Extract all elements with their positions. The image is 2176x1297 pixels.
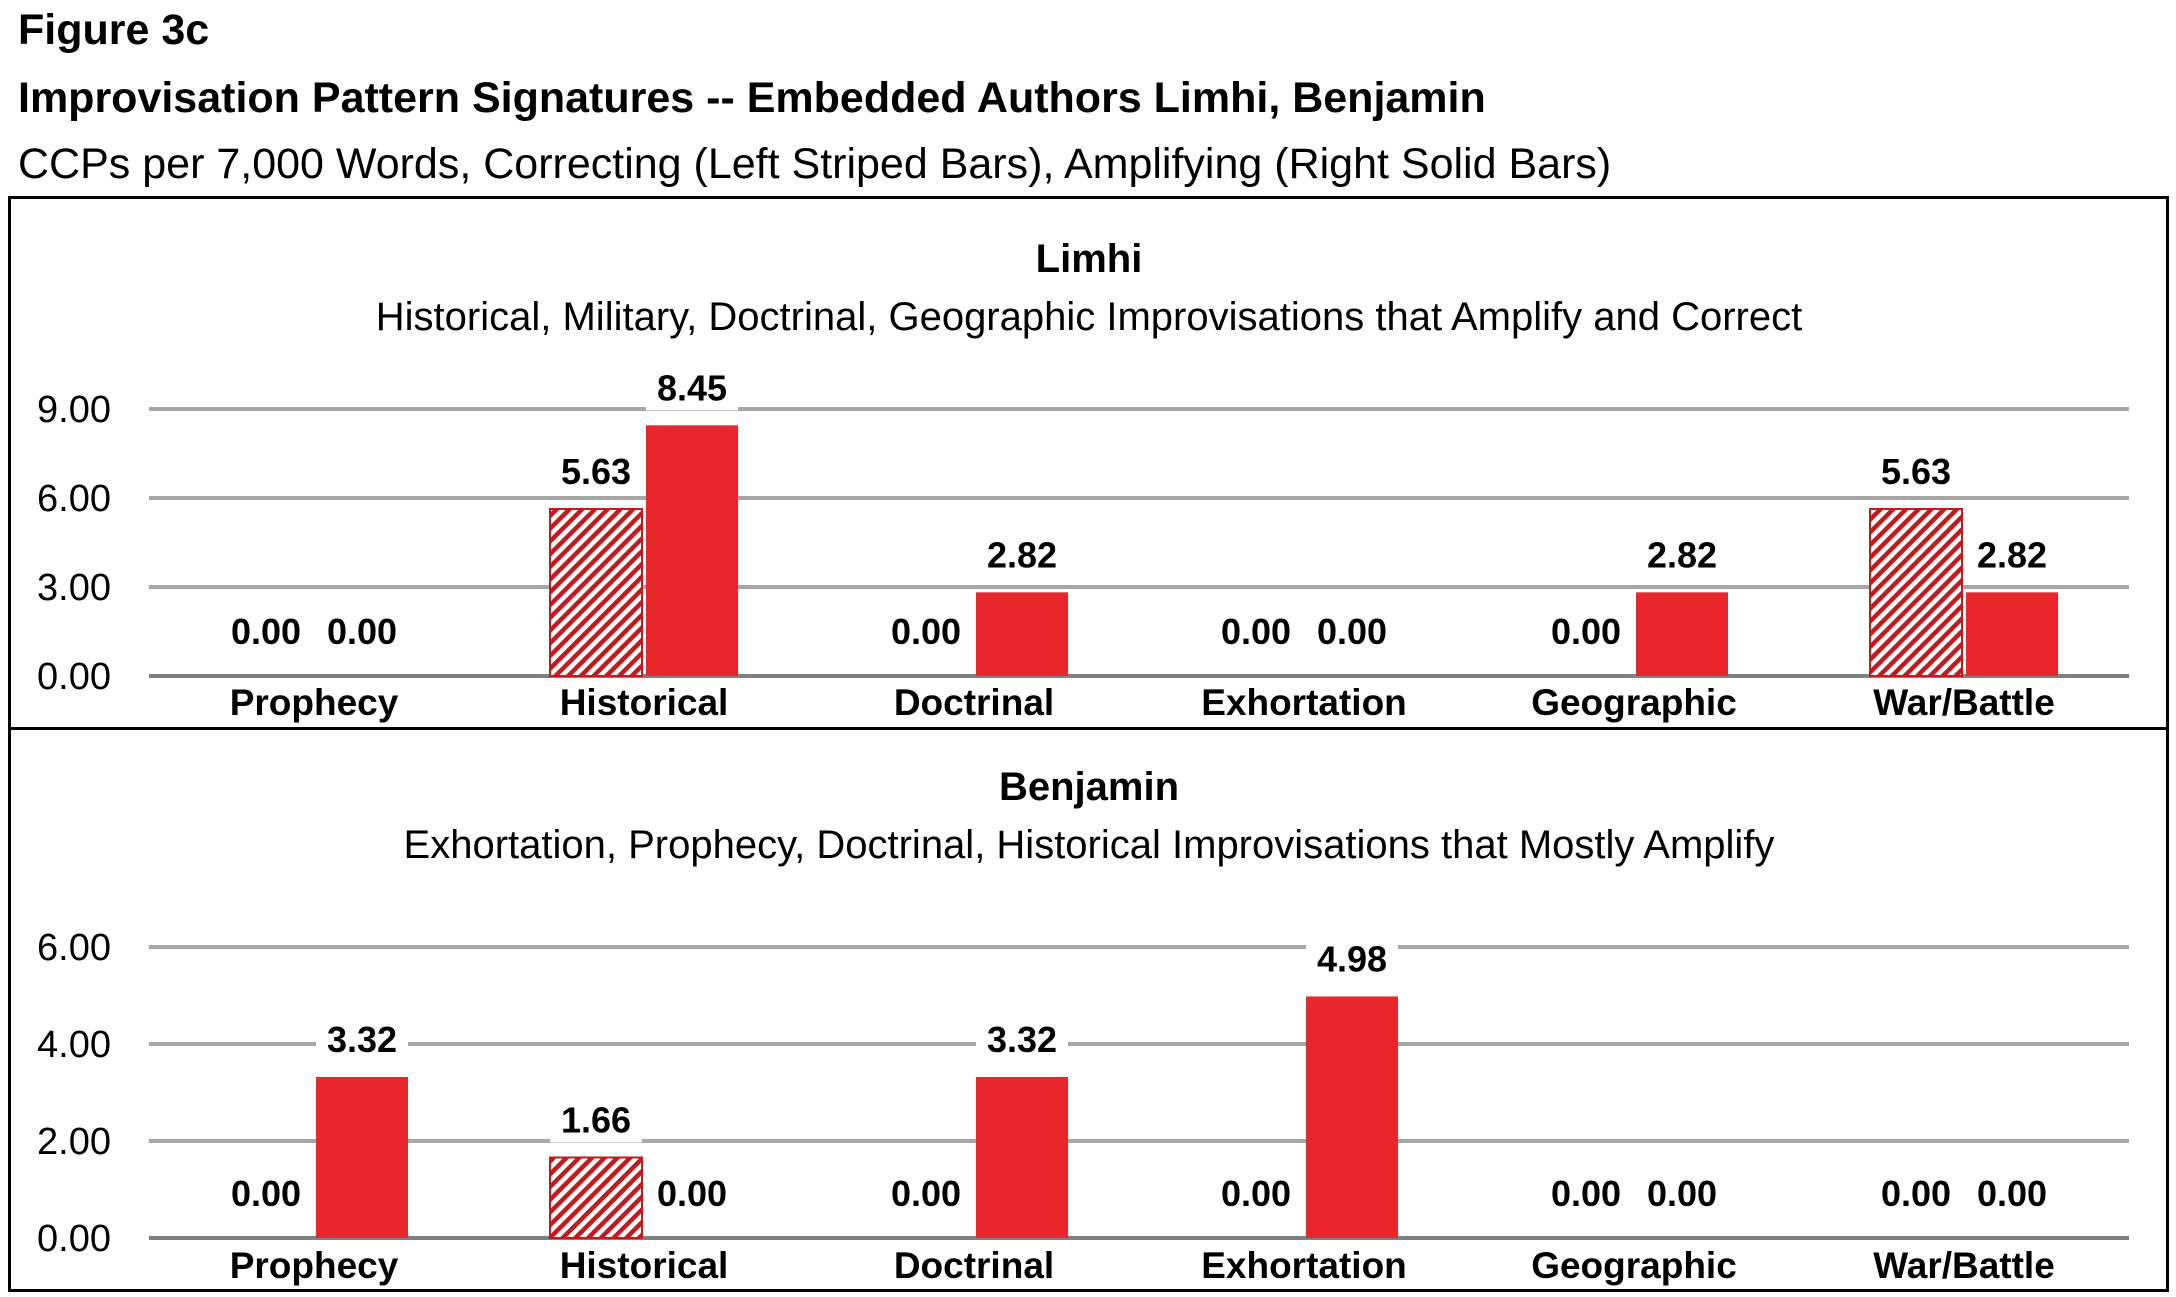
figure-title: Improvisation Pattern Signatures -- Embe… bbox=[18, 74, 1486, 122]
data-label: 0.00 bbox=[1551, 611, 1621, 652]
category-label: Historical bbox=[560, 1245, 729, 1286]
y-tick-label: 6.00 bbox=[37, 478, 111, 520]
amplifying-bar bbox=[976, 1076, 1068, 1238]
data-label: 0.00 bbox=[1881, 1173, 1951, 1214]
y-tick-label: 9.00 bbox=[37, 389, 111, 431]
limhi-panel: Limhi Historical, Military, Doctrinal, Ge… bbox=[8, 196, 2169, 730]
y-tick-label: 6.00 bbox=[37, 927, 111, 969]
amplifying-bar bbox=[1306, 996, 1398, 1238]
benjamin-chart: Benjamin Exhortation, Prophecy, Doctrinal… bbox=[37, 765, 2129, 1286]
y-tick-label: 4.00 bbox=[37, 1024, 111, 1066]
figure-subtitle: CCPs per 7,000 Words, Correcting (Left S… bbox=[18, 140, 1612, 188]
data-label: 0.00 bbox=[1317, 611, 1387, 652]
data-label: 3.32 bbox=[987, 1019, 1057, 1060]
chart-subtitle: Exhortation, Prophecy, Doctrinal, Histor… bbox=[404, 823, 1775, 867]
data-label: 0.00 bbox=[657, 1173, 727, 1214]
y-tick-label: 3.00 bbox=[37, 567, 111, 609]
data-label-bg bbox=[550, 1098, 642, 1143]
correcting-bar bbox=[549, 1156, 643, 1239]
category-label: Prophecy bbox=[230, 682, 399, 723]
data-label-bg bbox=[550, 449, 642, 494]
data-label: 0.00 bbox=[891, 1173, 961, 1214]
category-label: Historical bbox=[560, 682, 729, 723]
correcting-bar bbox=[549, 507, 643, 677]
data-label: 5.63 bbox=[1881, 451, 1951, 492]
amplifying-bar bbox=[316, 1076, 408, 1238]
chart-title: Benjamin bbox=[999, 765, 1179, 809]
data-label: 2.82 bbox=[1647, 534, 1717, 575]
category-label: Geographic bbox=[1531, 1245, 1737, 1286]
y-tick-label: 0.00 bbox=[37, 1218, 111, 1260]
chart-subtitle: Historical, Military, Doctrinal, Geograp… bbox=[376, 295, 1802, 339]
data-label: 0.00 bbox=[1977, 1173, 2047, 1214]
data-label: 2.82 bbox=[1977, 534, 2047, 575]
category-label: Exhortation bbox=[1201, 1245, 1407, 1286]
data-label: 3.32 bbox=[327, 1019, 397, 1060]
category-label: War/Battle bbox=[1873, 682, 2055, 723]
limhi-chart: Limhi Historical, Military, Doctrinal, Ge… bbox=[37, 237, 2129, 723]
data-label-bg bbox=[1636, 533, 1728, 578]
data-label: 5.63 bbox=[561, 451, 631, 492]
y-tick-label: 2.00 bbox=[37, 1121, 111, 1163]
correcting-bar bbox=[1869, 507, 1963, 677]
amplifying-bar bbox=[1966, 592, 2058, 676]
y-tick-label: 0.00 bbox=[37, 656, 111, 698]
data-label: 0.00 bbox=[327, 611, 397, 652]
category-label: Doctrinal bbox=[894, 1245, 1054, 1286]
amplifying-bar bbox=[976, 592, 1068, 676]
benjamin-panel: Benjamin Exhortation, Prophecy, Doctrinal… bbox=[8, 727, 2169, 1292]
data-label-bg bbox=[646, 366, 738, 411]
data-label-bg bbox=[1870, 449, 1962, 494]
data-label: 0.00 bbox=[891, 611, 961, 652]
data-label: 0.00 bbox=[1221, 1173, 1291, 1214]
data-label-bg bbox=[1966, 533, 2058, 578]
data-label-bg bbox=[976, 1017, 1068, 1062]
category-label: Geographic bbox=[1531, 682, 1737, 723]
data-label: 4.98 bbox=[1317, 938, 1387, 979]
category-label: Doctrinal bbox=[894, 682, 1054, 723]
data-label: 0.00 bbox=[1551, 1173, 1621, 1214]
data-label-bg bbox=[1306, 937, 1398, 982]
figure-label: Figure 3c bbox=[18, 6, 210, 54]
data-label-bg bbox=[316, 1017, 408, 1062]
data-label-bg bbox=[976, 533, 1068, 578]
amplifying-bar bbox=[1636, 592, 1728, 676]
data-label: 0.00 bbox=[1221, 611, 1291, 652]
amplifying-bar bbox=[646, 425, 738, 676]
data-label: 1.66 bbox=[561, 1099, 631, 1140]
category-label: Exhortation bbox=[1201, 682, 1407, 723]
data-label: 0.00 bbox=[231, 1173, 301, 1214]
category-label: Prophecy bbox=[230, 1245, 399, 1286]
data-label: 8.45 bbox=[657, 367, 727, 408]
data-label: 0.00 bbox=[1647, 1173, 1717, 1214]
category-label: War/Battle bbox=[1873, 1245, 2055, 1286]
chart-title: Limhi bbox=[1036, 237, 1143, 281]
data-label: 0.00 bbox=[231, 611, 301, 652]
data-label: 2.82 bbox=[987, 534, 1057, 575]
